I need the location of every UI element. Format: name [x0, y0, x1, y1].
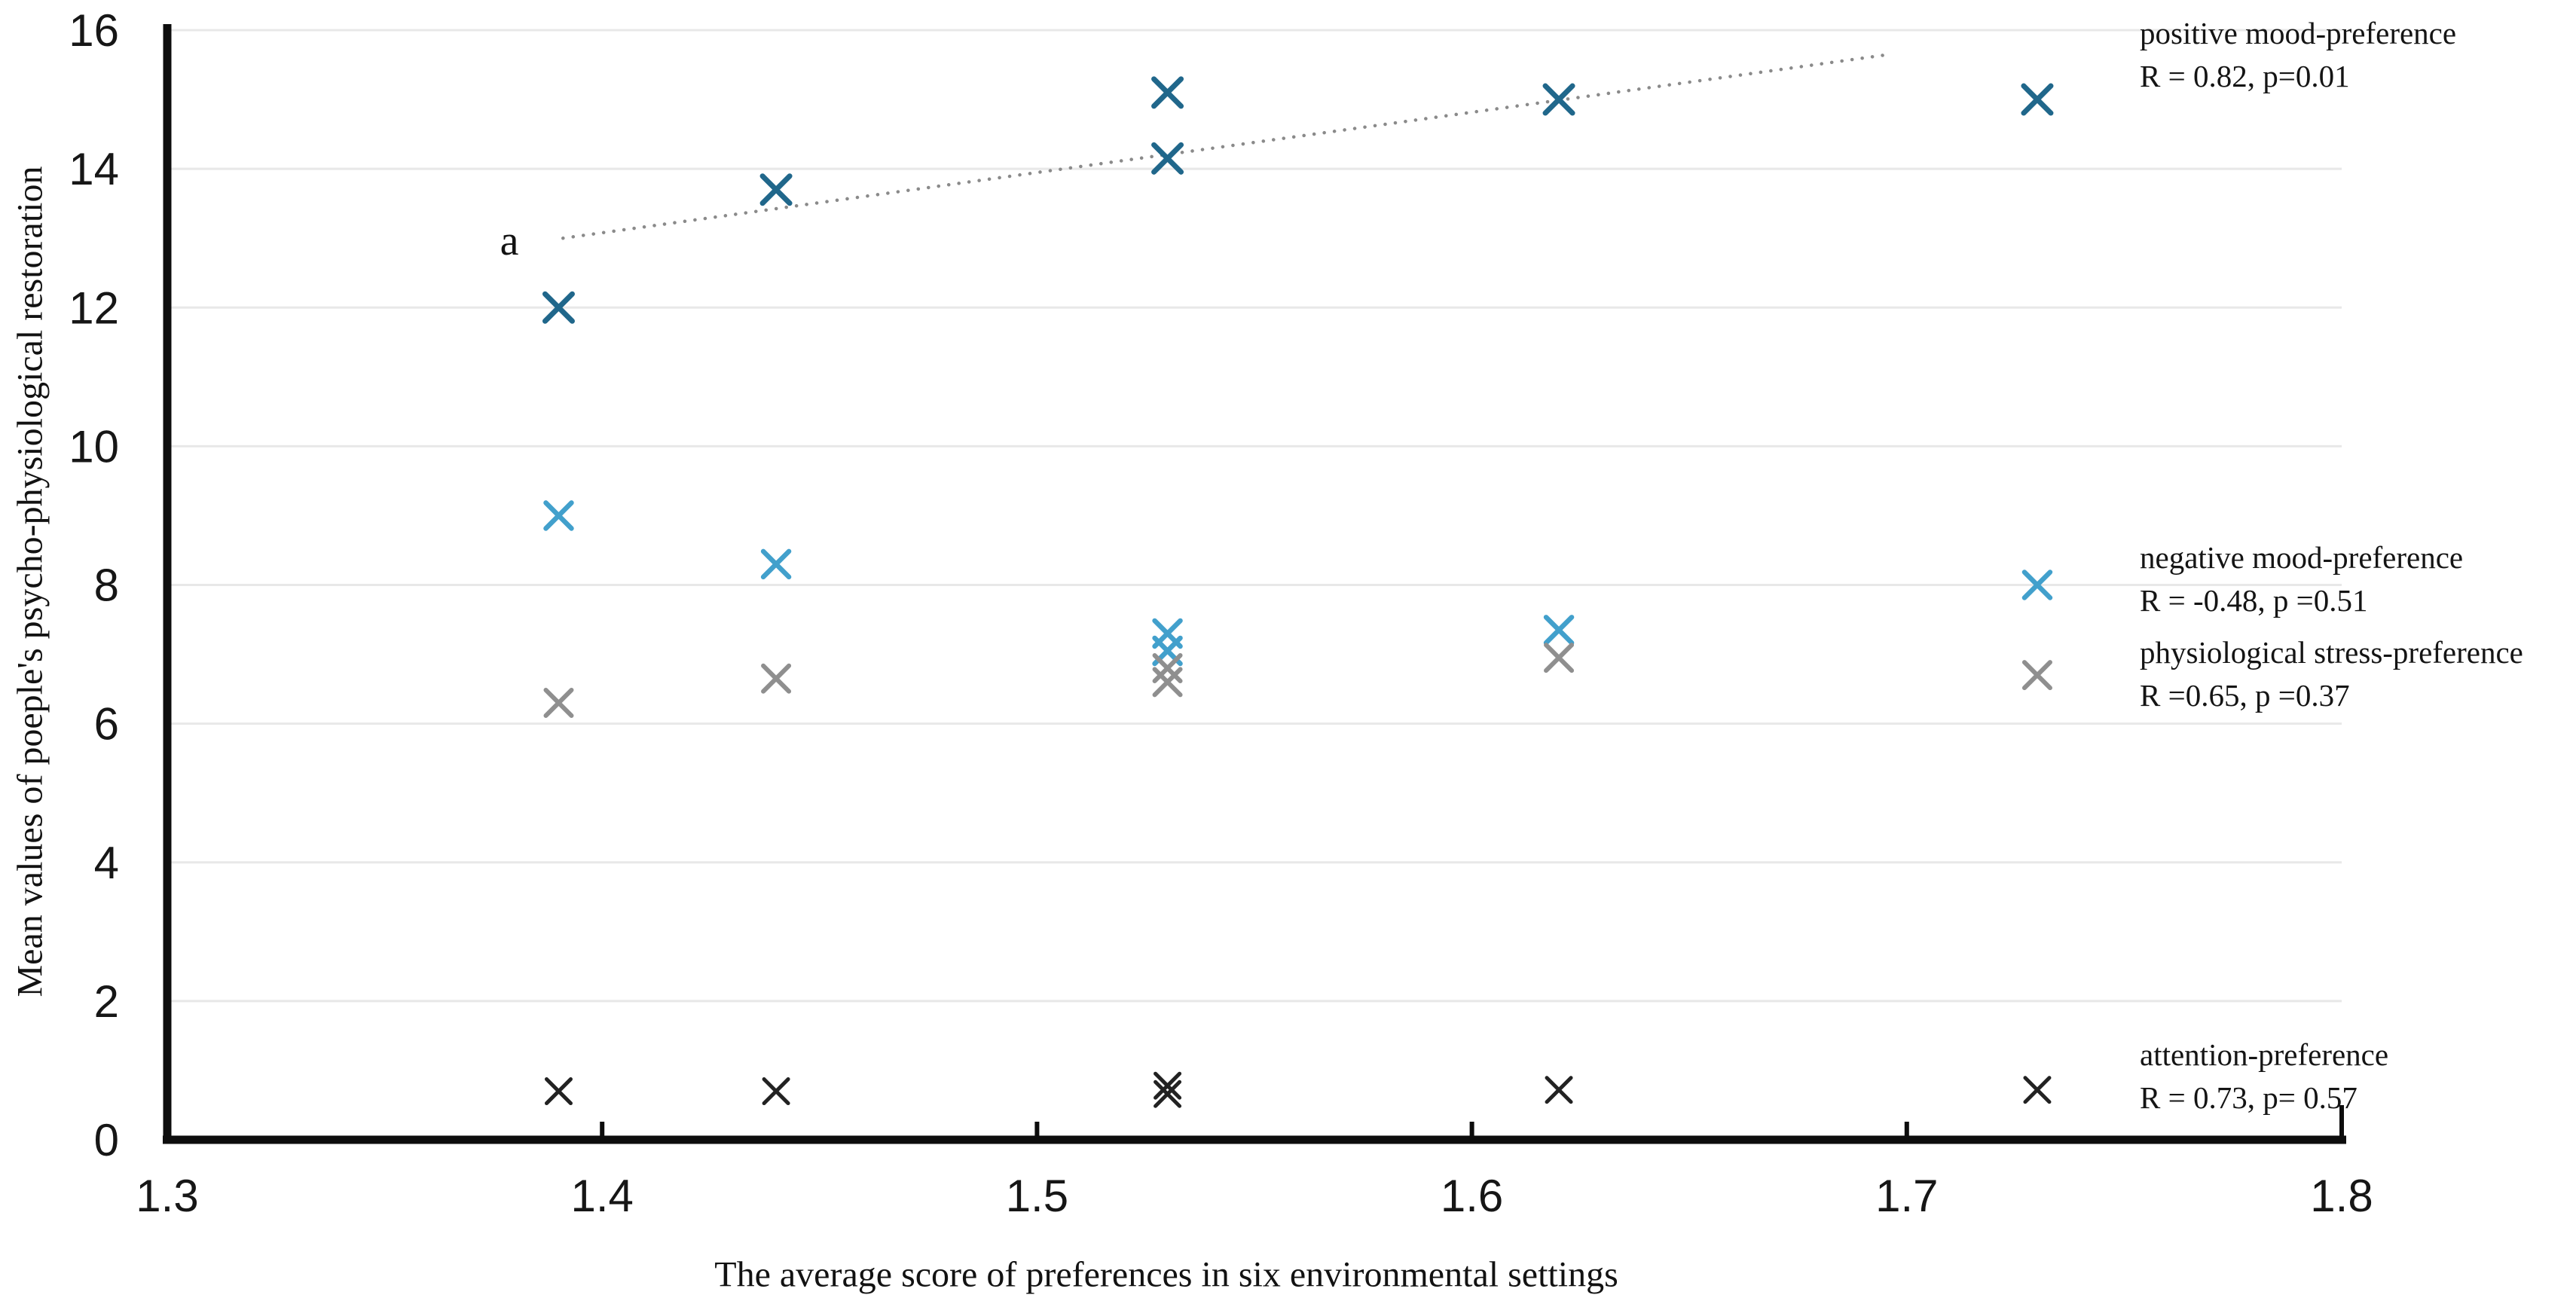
legend-series-stats: R =0.65, p =0.37 — [2140, 678, 2350, 713]
legend-series-stats: R = -0.48, p =0.51 — [2140, 583, 2368, 618]
marker-x-positive-mood-preference — [2021, 83, 2054, 116]
legend-series-name: negative mood-preference — [2140, 540, 2464, 575]
x-tick-label: 1.7 — [1875, 1171, 1938, 1221]
y-tick-label: 10 — [69, 421, 119, 472]
legend-series-name: physiological stress-preference — [2140, 635, 2523, 670]
legend-positive-mood-preference: positive mood-preference R = 0.82, p=0.0… — [2140, 12, 2575, 98]
marker-x-attention-preference — [1154, 1080, 1182, 1108]
marker-x-negative-mood-preference — [1543, 615, 1575, 646]
marker-x-positive-mood-preference — [1151, 142, 1184, 175]
marker-x-positive-mood-preference — [759, 173, 793, 206]
marker-x-attention-preference — [762, 1077, 790, 1106]
trendline-label-a: a — [500, 218, 519, 264]
marker-x-negative-mood-preference — [760, 548, 792, 580]
legend-series-name: attention-preference — [2140, 1037, 2389, 1072]
marker-x-physiological-stress-preference — [1152, 667, 1183, 698]
marker-x-attention-preference — [2023, 1076, 2052, 1104]
x-tick-label: 1.3 — [136, 1171, 198, 1221]
legend-physiological-stress-preference: physiological stress-preference R =0.65,… — [2140, 631, 2575, 717]
marker-x-attention-preference — [1154, 1071, 1182, 1100]
x-axis-title: The average score of preferences in six … — [714, 1254, 1618, 1295]
y-tick-label: 16 — [69, 5, 119, 56]
y-tick-label: 4 — [94, 838, 119, 888]
marker-x-positive-mood-preference — [1542, 83, 1575, 116]
legend-attention-preference: attention-preference R = 0.73, p= 0.57 — [2140, 1034, 2575, 1119]
x-tick-label: 1.6 — [1441, 1171, 1503, 1221]
marker-x-positive-mood-preference — [542, 291, 575, 324]
x-tick-label: 1.5 — [1006, 1171, 1068, 1221]
y-tick-label: 6 — [94, 699, 119, 750]
legend-series-stats: R = 0.82, p=0.01 — [2140, 59, 2350, 93]
trendline-dotted — [561, 52, 1891, 240]
y-tick-label: 14 — [69, 144, 119, 194]
marker-x-negative-mood-preference — [2021, 570, 2053, 600]
legend-negative-mood-preference: negative mood-preference R = -0.48, p =0… — [2140, 536, 2575, 622]
legend-series-stats: R = 0.73, p= 0.57 — [2140, 1080, 2358, 1115]
legend-series-name: positive mood-preference — [2140, 16, 2457, 50]
marker-x-attention-preference — [1545, 1076, 1573, 1104]
marker-x-physiological-stress-preference — [543, 688, 574, 719]
x-tick-label: 1.8 — [2310, 1171, 2373, 1221]
y-tick-label: 12 — [69, 282, 119, 333]
x-tick-label: 1.4 — [570, 1171, 633, 1221]
marker-x-physiological-stress-preference — [1544, 643, 1575, 673]
marker-x-physiological-stress-preference — [2021, 660, 2052, 691]
y-tick-label: 0 — [94, 1115, 119, 1165]
marker-x-physiological-stress-preference — [761, 663, 792, 694]
marker-x-physiological-stress-preference — [1152, 652, 1183, 683]
marker-x-attention-preference — [544, 1077, 573, 1106]
marker-x-negative-mood-preference — [543, 500, 574, 531]
y-tick-label: 8 — [94, 560, 119, 611]
marker-x-positive-mood-preference — [1151, 76, 1184, 109]
y-axis-title: Mean values of poeple's psycho-physiolog… — [10, 166, 50, 997]
y-tick-label: 2 — [94, 976, 119, 1027]
